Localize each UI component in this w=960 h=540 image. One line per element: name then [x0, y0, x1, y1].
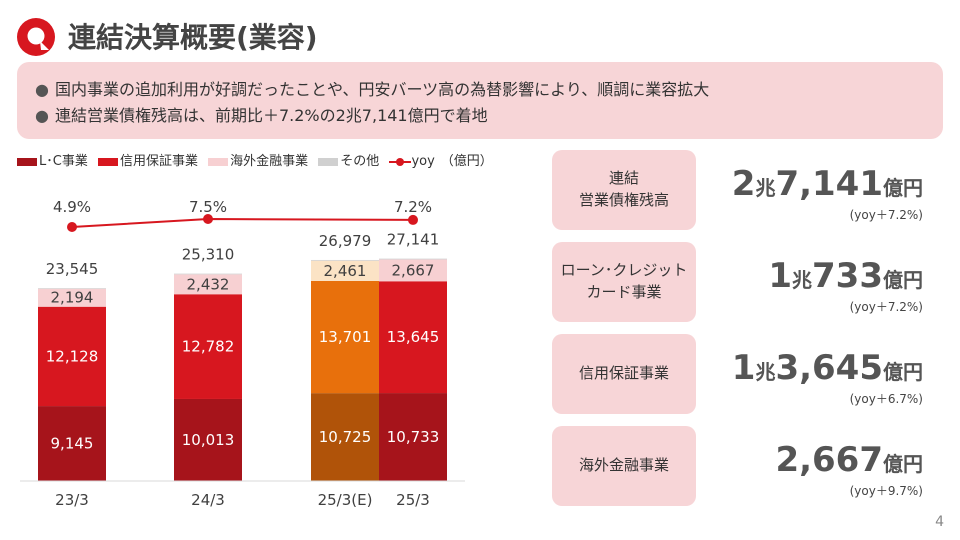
bar-segment: [174, 398, 242, 481]
card-value-part: 億円: [883, 268, 923, 292]
bar-segment: [38, 406, 106, 481]
legend-item: 信用保証事業: [97, 150, 198, 169]
bullet-icon: ●: [35, 106, 49, 125]
card-value-part: 3,645: [775, 348, 883, 388]
card-value-part: 兆: [755, 360, 776, 384]
card-yoy: (yoy＋6.7%): [849, 392, 923, 406]
x-tick-label: 24/3: [191, 491, 225, 509]
bar-value-label: 2,432: [187, 275, 230, 293]
legend-label: 海外金融事業: [230, 154, 309, 169]
bar-value-label: 13,701: [319, 328, 372, 346]
card-label: ローン･クレジット カード事業: [552, 242, 696, 322]
bar-segment: [311, 260, 379, 281]
bar-segment: [379, 259, 447, 282]
card-value-part: 2: [731, 164, 756, 204]
legend-item: 海外金融事業: [208, 150, 308, 169]
card-yoy: (yoy＋7.2%): [849, 300, 923, 314]
legend-item: yoy （億円）: [389, 150, 493, 169]
card-value-part: 兆: [755, 176, 776, 200]
legend-label: yoy: [411, 154, 435, 169]
card-value: 1兆3,645億円: [732, 348, 923, 388]
bar-segment: [379, 281, 447, 394]
card-value-part: 1: [731, 348, 756, 388]
card-value-part: 億円: [883, 360, 923, 384]
bar-segment: [38, 306, 106, 407]
bar-chart: 9,145 12,128 2,194 23,545 23/3 10,013 12,782 2,…: [20, 198, 465, 509]
yoy-point: [408, 214, 418, 225]
bar-segment: [379, 258, 447, 260]
bar-value-label: 10,013: [182, 431, 235, 449]
bar-value-label: 13,645: [387, 328, 440, 346]
card-yoy: (yoy＋7.2%): [849, 208, 923, 222]
bullet-icon: ●: [35, 80, 49, 99]
bar-value-label: 2,667: [392, 261, 435, 279]
bar-value-label: 2,194: [51, 289, 94, 307]
card-value-part: 1: [768, 256, 793, 296]
yoy-label: 7.5%: [189, 198, 227, 216]
chart-legend: L･C事業 信用保証事業 海外金融事業 その他 yoy （億円）: [17, 150, 499, 169]
company-logo-icon: [17, 18, 55, 56]
bar-total-label: 23,545: [46, 260, 99, 278]
yoy-point: [203, 214, 213, 224]
bar-segment: [311, 280, 379, 394]
unit-label: （億円）: [440, 154, 493, 169]
legend-item: L･C事業: [17, 150, 88, 169]
card-label: 海外金融事業: [552, 426, 696, 506]
bar-value-label: 12,128: [46, 347, 99, 365]
yoy-point: [67, 222, 77, 232]
card-value-part: 2,667: [775, 440, 883, 480]
legend-line-icon: [389, 157, 412, 167]
bar-segment: [379, 393, 447, 481]
bar-value-label: 10,733: [387, 428, 440, 446]
summary-text: 国内事業の追加利用が好調だったことや、円安バーツ高の為替影響により、順調に業容拡…: [54, 80, 710, 99]
bar-value-label: 9,145: [51, 435, 94, 453]
bar-value-label: 12,782: [182, 338, 235, 356]
bar-segment: [174, 273, 242, 275]
card-value-part: 億円: [883, 452, 923, 476]
card-label: 信用保証事業: [552, 334, 696, 414]
legend-label: 信用保証事業: [119, 154, 198, 169]
card-value: 2,667億円: [775, 440, 923, 480]
legend-swatch: [97, 157, 118, 166]
legend-swatch: [318, 157, 339, 166]
legend-swatch: [208, 157, 229, 166]
bar-total-label: 27,141: [387, 231, 440, 249]
legend-item: その他: [318, 150, 379, 169]
card-label: 連結 営業債権残高: [552, 150, 696, 230]
legend-label: L･C事業: [39, 154, 88, 169]
yoy-label: 4.9%: [53, 198, 91, 216]
bar-value-label: 10,725: [319, 428, 372, 446]
bar-segment: [311, 393, 379, 481]
page-title: 連結決算概要(業容): [68, 21, 318, 54]
legend-label: その他: [340, 154, 380, 169]
card-value: 1兆733億円: [768, 256, 923, 296]
bar-total-label: 26,979: [319, 232, 372, 250]
legend-swatch: [17, 157, 37, 166]
card-value-part: 億円: [883, 176, 923, 200]
x-tick-label: 23/3: [55, 491, 89, 509]
summary-line: ● 国内事業の追加利用が好調だったことや、円安バーツ高の為替影響により、順調に業容…: [35, 76, 709, 100]
bar-value-label: 2,461: [324, 262, 367, 280]
bar-segment: [38, 288, 106, 307]
summary-line: ● 連結営業債権残高は、前期比＋7.2%の2兆7,141億円で着地: [35, 102, 488, 126]
card-value-part: 兆: [792, 268, 813, 292]
card-yoy: (yoy＋9.7%): [849, 484, 923, 498]
summary-text: 連結営業債権残高は、前期比＋7.2%の2兆7,141億円で着地: [54, 106, 488, 125]
x-tick-label: 25/3: [396, 491, 430, 509]
card-value: 2兆7,141億円: [732, 164, 923, 204]
card-value-part: 7,141: [775, 164, 883, 204]
bar-total-label: 25,310: [182, 246, 235, 264]
card-value-part: 733: [812, 256, 883, 296]
page-number: 4: [935, 514, 944, 530]
yoy-label: 7.2%: [394, 198, 432, 216]
bar-segment: [174, 274, 242, 295]
bar-segment: [311, 259, 379, 261]
x-tick-label: 25/3(E): [318, 491, 373, 509]
yoy-line: [71, 217, 414, 228]
bar-segment: [174, 294, 242, 399]
bar-segment: [38, 288, 106, 289]
summary-box: ● 国内事業の追加利用が好調だったことや、円安バーツ高の為替影響により、順調に業容…: [17, 62, 943, 139]
